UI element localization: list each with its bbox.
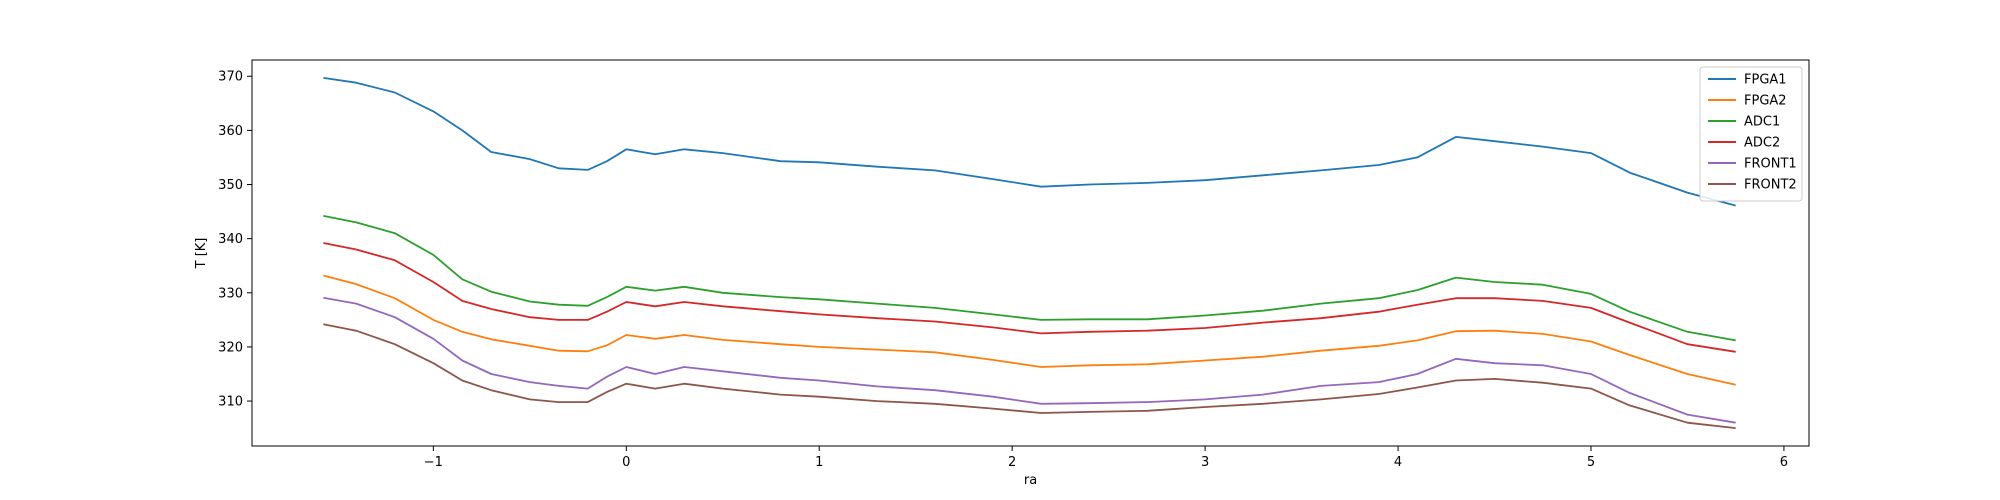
legend-label: FRONT1 [1744, 157, 1797, 172]
legend-label: FRONT2 [1744, 178, 1797, 193]
legend-label: FPGA1 [1744, 73, 1787, 88]
y-tick-label: 310 [218, 395, 243, 410]
series-line-adc2 [323, 242, 1736, 353]
y-tick-label: 360 [218, 124, 243, 139]
x-tick-label: 6 [1780, 455, 1788, 470]
legend-label: FPGA2 [1744, 94, 1787, 109]
x-tick-label: 1 [815, 455, 823, 470]
plot-frame [251, 59, 1810, 447]
series-layer [323, 77, 1736, 429]
x-tick-label: 2 [1008, 455, 1016, 470]
series-line-front1 [323, 296, 1736, 424]
y-tick-label: 350 [218, 178, 243, 193]
series-line-front2 [323, 323, 1736, 429]
y-tick-label: 320 [218, 340, 243, 355]
x-axis-title: ra [1024, 473, 1037, 488]
x-axis: −1 0 1 2 3 4 5 6 [424, 446, 1788, 470]
series-line-adc1 [323, 215, 1736, 342]
y-tick-label: 370 [218, 70, 243, 85]
x-tick-label: 3 [1201, 455, 1209, 470]
x-tick-label: −1 [424, 455, 443, 470]
x-tick-label: 5 [1587, 455, 1595, 470]
legend-label: ADC2 [1744, 136, 1780, 151]
x-tick-label: 0 [622, 455, 630, 470]
series-line-fpga1 [323, 77, 1736, 207]
series-line-fpga2 [323, 274, 1736, 386]
y-tick-label: 340 [218, 232, 243, 247]
x-tick-label: 4 [1394, 455, 1402, 470]
y-tick-label: 330 [218, 286, 243, 301]
y-axis: 310 320 330 340 350 360 370 [218, 70, 252, 410]
legend-label: ADC1 [1744, 115, 1780, 130]
legend: FPGA1 FPGA2 ADC1 ADC2 FRONT1 FRONT2 [1699, 66, 1803, 202]
y-axis-title: T [K] [194, 238, 209, 270]
